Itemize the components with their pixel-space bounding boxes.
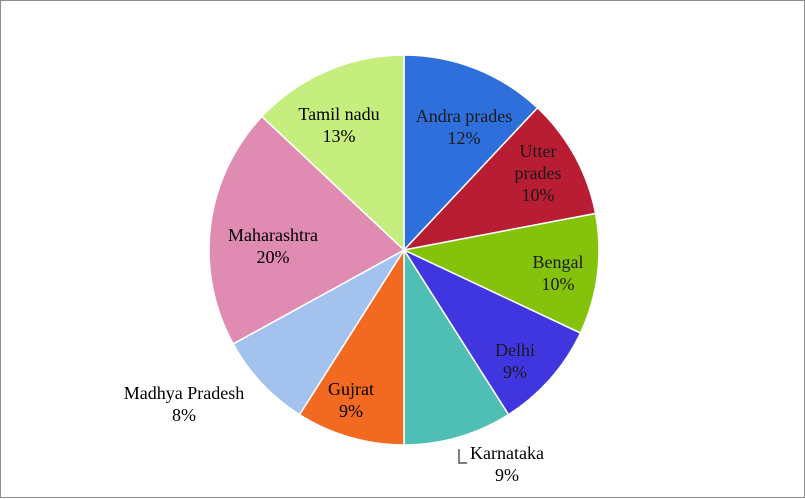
slice-name: Tamil nadu: [298, 104, 379, 124]
slice-name: Delhi: [495, 340, 535, 360]
slice-label-delhi: Delhi 9%: [495, 340, 535, 382]
slice-percent: 10%: [522, 185, 555, 205]
leader-line-karnataka: [458, 449, 467, 464]
slice-name: Karnataka: [470, 443, 544, 463]
slice-name: Gujrat: [328, 379, 374, 399]
slice-name: Madhya Pradesh: [124, 383, 244, 403]
slice-label-andra-prades: Andra prades 12%: [416, 106, 512, 148]
slice-label-tamil-nadu: Tamil nadu 13%: [298, 104, 379, 146]
slice-label-karnataka: Karnataka 9%: [470, 443, 544, 485]
pie-slice-utter-prades: [401, 106, 597, 252]
slice-percent: 9%: [339, 401, 363, 421]
slice-name: prades: [515, 163, 562, 183]
pie-slice-andra-prades: [403, 54, 539, 252]
slice-name: Maharashtra: [228, 225, 318, 245]
slice-label-bengal: Bengal 10%: [533, 252, 584, 294]
slice-labels: Andra prades 12%Utter prades 10%Bengal 10%De…: [124, 104, 584, 485]
pie-slice-bengal: [401, 212, 600, 335]
slice-label-gujrat: Gujrat 9%: [328, 379, 374, 421]
pie-slice-tamil-nadu: [260, 54, 405, 252]
slice-percent: 20%: [257, 247, 290, 267]
slice-percent: 9%: [503, 362, 527, 382]
slice-percent: 13%: [323, 126, 356, 146]
slice-name: Bengal: [533, 252, 584, 272]
leader-lines: [458, 449, 467, 464]
slice-label-madhya-pradesh: Madhya Pradesh 8%: [124, 383, 244, 425]
slice-percent: 9%: [495, 465, 519, 485]
pie-slice-maharashtra: [208, 115, 406, 345]
slice-name: Utter: [520, 141, 557, 161]
pie-slice-madhya-pradesh: [232, 249, 405, 416]
slice-percent: 8%: [172, 405, 196, 425]
pie-slices: [208, 54, 600, 446]
pie-slice-delhi: [401, 248, 582, 416]
slice-percent: 12%: [448, 128, 481, 148]
slice-name: Andra prades: [416, 106, 512, 126]
slice-label-utter-prades: Utter prades 10%: [515, 141, 562, 205]
pie-slice-karnataka: [403, 247, 510, 446]
slice-percent: 10%: [542, 274, 575, 294]
slice-label-maharashtra: Maharashtra 20%: [228, 225, 318, 267]
pie-slice-gujrat: [298, 247, 405, 446]
